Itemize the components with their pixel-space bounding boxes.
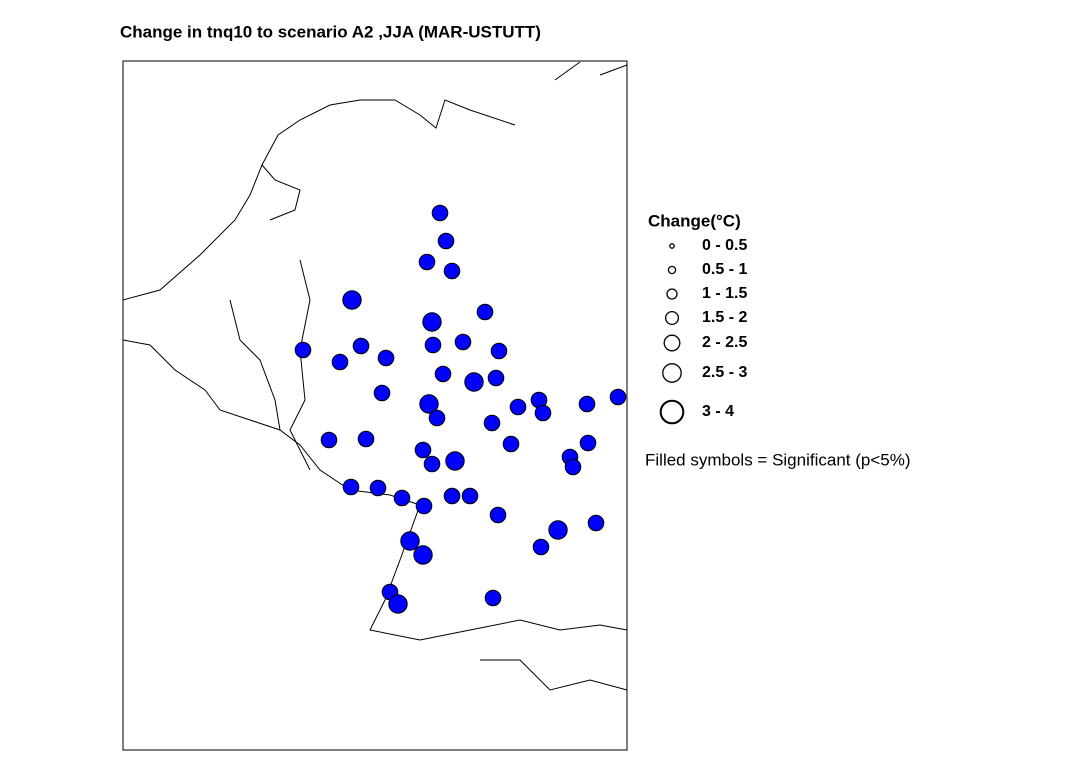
station-marker bbox=[414, 441, 432, 459]
station-marker bbox=[532, 538, 550, 556]
station-marker bbox=[489, 506, 507, 524]
station-marker bbox=[388, 594, 408, 614]
station-marker bbox=[331, 353, 349, 371]
station-marker bbox=[502, 435, 520, 453]
station-marker bbox=[443, 487, 461, 505]
legend-symbol bbox=[667, 265, 677, 275]
station-marker bbox=[434, 365, 452, 383]
map-title: Change in tnq10 to scenario A2 ,JJA (MAR… bbox=[120, 22, 541, 41]
legend-label: 0 - 0.5 bbox=[702, 237, 747, 254]
stations bbox=[294, 204, 627, 614]
station-marker bbox=[428, 409, 446, 427]
legend-symbol bbox=[664, 310, 680, 326]
station-marker bbox=[464, 372, 484, 392]
station-marker bbox=[418, 253, 436, 271]
station-marker bbox=[393, 489, 411, 507]
legend-label: 3 - 4 bbox=[702, 403, 734, 420]
station-marker bbox=[357, 430, 375, 448]
station-marker bbox=[369, 479, 387, 497]
station-marker bbox=[400, 531, 420, 551]
station-marker bbox=[487, 369, 505, 387]
station-marker bbox=[509, 398, 527, 416]
station-marker bbox=[490, 342, 508, 360]
station-marker bbox=[342, 290, 362, 310]
station-marker bbox=[476, 303, 494, 321]
station-marker bbox=[413, 545, 433, 565]
station-marker bbox=[548, 520, 568, 540]
country-borders bbox=[122, 61, 628, 691]
station-marker bbox=[352, 337, 370, 355]
legend-symbol bbox=[669, 243, 675, 249]
station-marker bbox=[320, 431, 338, 449]
legend-symbol bbox=[663, 334, 681, 352]
station-marker bbox=[445, 451, 465, 471]
legend-label: 2.5 - 3 bbox=[702, 364, 747, 381]
station-marker bbox=[422, 312, 442, 332]
legend-label: 0.5 - 1 bbox=[702, 261, 747, 278]
legend-title: Change(°C) bbox=[648, 211, 741, 230]
legend-symbol bbox=[666, 288, 678, 300]
station-marker bbox=[454, 333, 472, 351]
legend-note: Filled symbols = Significant (p<5%) bbox=[645, 450, 911, 469]
station-marker bbox=[461, 487, 479, 505]
station-marker bbox=[294, 341, 312, 359]
station-marker bbox=[587, 514, 605, 532]
legend-label: 1.5 - 2 bbox=[702, 309, 747, 326]
station-marker bbox=[534, 404, 552, 422]
station-marker bbox=[483, 414, 501, 432]
station-marker bbox=[373, 384, 391, 402]
map-frame bbox=[122, 60, 628, 751]
legend: 0 - 0.5 0.5 - 1 1 - 1.5 1.5 - 2 2 - 2.5 2.5 -… bbox=[659, 237, 747, 425]
station-marker bbox=[424, 336, 442, 354]
station-marker bbox=[484, 589, 502, 607]
station-marker bbox=[415, 497, 433, 515]
legend-label: 1 - 1.5 bbox=[702, 285, 747, 302]
station-marker bbox=[579, 434, 597, 452]
station-marker bbox=[377, 349, 395, 367]
station-marker bbox=[578, 395, 596, 413]
station-marker bbox=[423, 455, 441, 473]
legend-label: 2 - 2.5 bbox=[702, 334, 747, 351]
station-marker bbox=[564, 458, 582, 476]
station-marker bbox=[419, 394, 439, 414]
legend-symbol bbox=[662, 363, 682, 383]
legend-symbol bbox=[659, 399, 685, 425]
station-marker bbox=[342, 478, 360, 496]
station-marker bbox=[443, 262, 461, 280]
station-marker bbox=[609, 388, 627, 406]
station-marker bbox=[431, 204, 449, 222]
station-marker bbox=[437, 232, 455, 250]
